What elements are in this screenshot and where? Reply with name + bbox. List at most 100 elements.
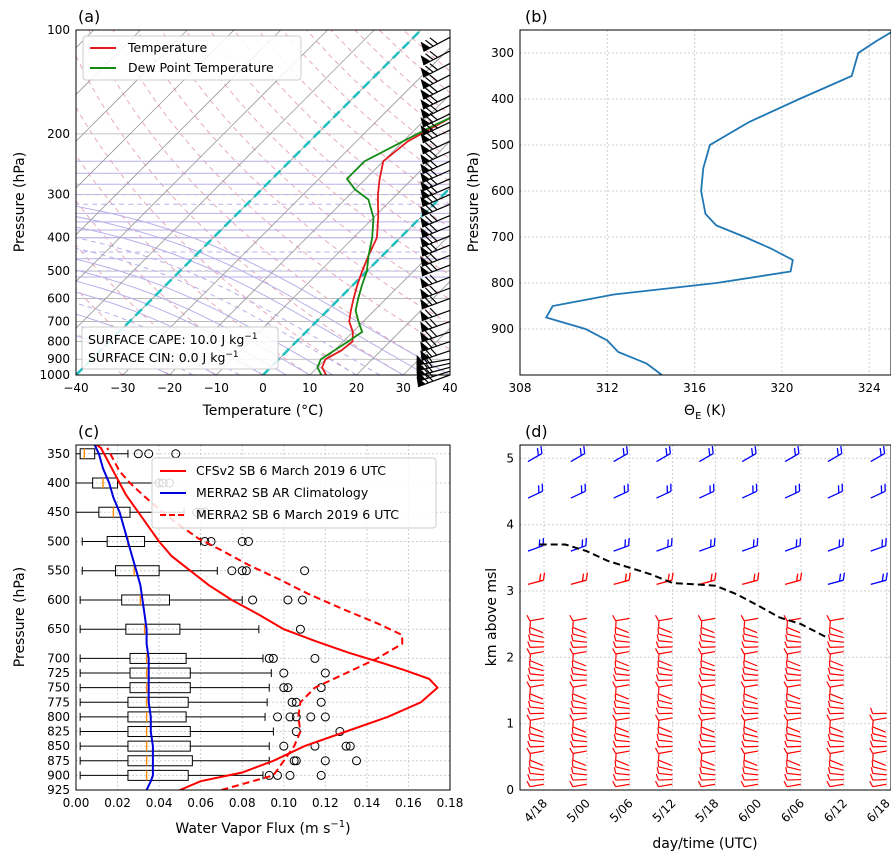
barb-tick xyxy=(697,747,702,754)
wind-barb xyxy=(527,445,543,463)
barb-shaft xyxy=(422,169,451,184)
barb-shaft xyxy=(658,650,673,655)
barb-tick xyxy=(429,177,438,185)
dry-adiabat xyxy=(209,30,450,252)
wind-barb xyxy=(615,753,629,766)
barb-tick xyxy=(752,485,754,494)
barb-tick xyxy=(871,727,874,734)
barb-shaft xyxy=(827,490,843,499)
barb-shaft xyxy=(658,640,673,643)
barb-tick xyxy=(884,483,886,492)
barb-tick xyxy=(872,753,874,761)
barb-shaft xyxy=(701,693,715,700)
barb-flag xyxy=(420,310,430,321)
wind-barb xyxy=(420,192,451,207)
wind-barb xyxy=(526,648,544,655)
box xyxy=(127,711,187,723)
barb-shaft xyxy=(744,684,759,688)
panel-a-label: (a) xyxy=(78,7,100,26)
wind-barb xyxy=(784,740,802,748)
barb-shaft xyxy=(615,772,630,776)
isotherm xyxy=(402,327,450,375)
barb-tick xyxy=(785,694,788,701)
boxplot xyxy=(81,535,253,547)
barb-tick xyxy=(786,687,789,694)
wind-barb xyxy=(613,445,629,463)
barb-tick xyxy=(424,287,433,296)
barb-shaft xyxy=(572,783,587,788)
wind-barb xyxy=(700,694,716,705)
barb-shaft xyxy=(527,545,544,552)
wind-barb xyxy=(784,641,802,648)
barb-shaft xyxy=(786,726,801,733)
box xyxy=(92,477,119,489)
barb-tick xyxy=(614,760,617,767)
barb-shaft xyxy=(741,453,757,463)
wind-barb xyxy=(870,572,888,585)
wind-barb xyxy=(613,733,630,743)
barb-shaft xyxy=(529,617,544,622)
barb-tick xyxy=(700,760,702,767)
wind-barb xyxy=(870,767,887,776)
barb-tick xyxy=(656,667,660,675)
barb-flag xyxy=(420,331,430,342)
barb-shaft xyxy=(615,766,630,771)
barb-tick xyxy=(421,360,429,369)
barb-tick xyxy=(741,740,745,748)
panel-c-ticks: 0.00 0.02 0.04 0.06 0.08 0.10 0.12 0.14 0.16 0.18… xyxy=(47,447,463,810)
outlier xyxy=(300,566,310,576)
barb-tick xyxy=(783,681,788,688)
barb-tick xyxy=(657,753,660,761)
barb-tick xyxy=(526,747,531,754)
barb-tick xyxy=(827,740,831,748)
barb-tick xyxy=(429,242,438,251)
panel-b-series xyxy=(544,31,891,375)
y-tick-label: 850 xyxy=(47,739,70,753)
wind-barb xyxy=(571,627,587,639)
wind-barb xyxy=(612,648,630,655)
wind-barb xyxy=(697,681,716,688)
y-tick-label: 650 xyxy=(47,622,70,636)
y-tick-label: 200 xyxy=(47,127,70,141)
barb-tick xyxy=(827,700,831,708)
barb-shaft xyxy=(786,750,801,755)
barb-tick xyxy=(615,753,617,761)
barb-flag xyxy=(420,67,431,78)
barb-tick xyxy=(424,152,434,160)
barb-tick xyxy=(424,349,433,358)
barb-tick xyxy=(785,760,788,767)
barb-tick xyxy=(827,634,831,641)
barb-tick xyxy=(756,538,759,546)
x-tick-label: 6/12 xyxy=(821,796,850,825)
barb-shaft xyxy=(615,666,630,672)
barb-shaft xyxy=(784,579,801,585)
y-tick-label: 825 xyxy=(47,725,70,739)
wind-barb xyxy=(655,641,673,648)
wind-barb xyxy=(698,740,716,748)
barb-tick xyxy=(881,573,885,582)
barb-tick xyxy=(424,235,433,244)
barb-tick xyxy=(612,747,617,754)
barb-tick xyxy=(665,447,668,456)
barb-flag xyxy=(420,246,430,257)
barb-shaft xyxy=(656,490,672,499)
x-tick-label: 0.06 xyxy=(187,796,214,810)
wind-barb xyxy=(528,694,544,705)
barb-tick xyxy=(826,747,831,754)
barb-tick xyxy=(570,700,574,708)
x-tick-label: 20 xyxy=(349,381,364,395)
wind-barb xyxy=(826,747,844,755)
merra2-clim-line xyxy=(93,445,154,790)
barb-shaft xyxy=(570,579,587,585)
y-tick-label: 750 xyxy=(47,681,70,695)
barb-tick xyxy=(526,714,531,721)
outlier xyxy=(295,624,305,634)
barb-tick xyxy=(783,714,788,721)
wind-barb xyxy=(743,694,758,705)
barb-shaft xyxy=(529,633,544,639)
barb-tick xyxy=(421,375,429,384)
barb-flag xyxy=(420,256,430,267)
barb-shaft xyxy=(658,750,673,755)
wind-barb xyxy=(526,747,544,755)
barb-tick xyxy=(529,753,531,761)
